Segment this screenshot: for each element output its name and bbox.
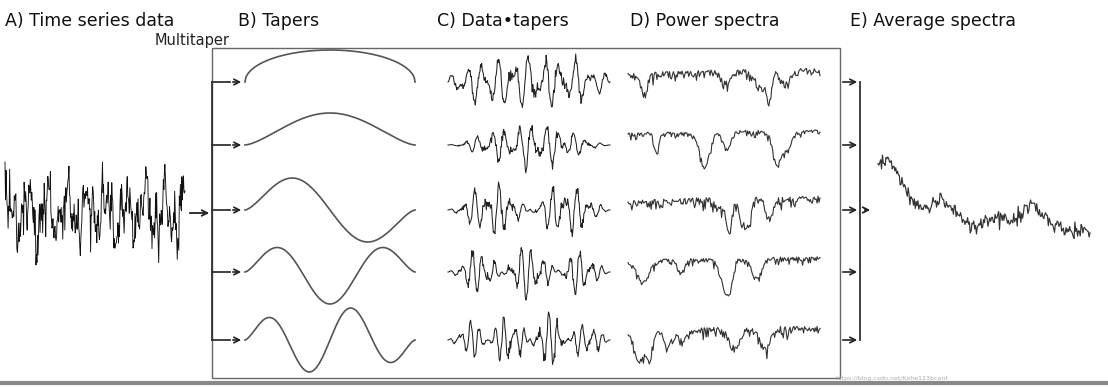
Text: https://blog.csdn.net/Kohe123bcant: https://blog.csdn.net/Kohe123bcant (835, 376, 947, 381)
Text: D) Power spectra: D) Power spectra (630, 12, 780, 30)
Text: E) Average spectra: E) Average spectra (850, 12, 1016, 30)
Text: A) Time series data: A) Time series data (6, 12, 174, 30)
Bar (212, 48, 840, 378)
Text: C) Data•tapers: C) Data•tapers (437, 12, 568, 30)
Text: Multitaper: Multitaper (155, 33, 230, 48)
Text: B) Tapers: B) Tapers (238, 12, 319, 30)
